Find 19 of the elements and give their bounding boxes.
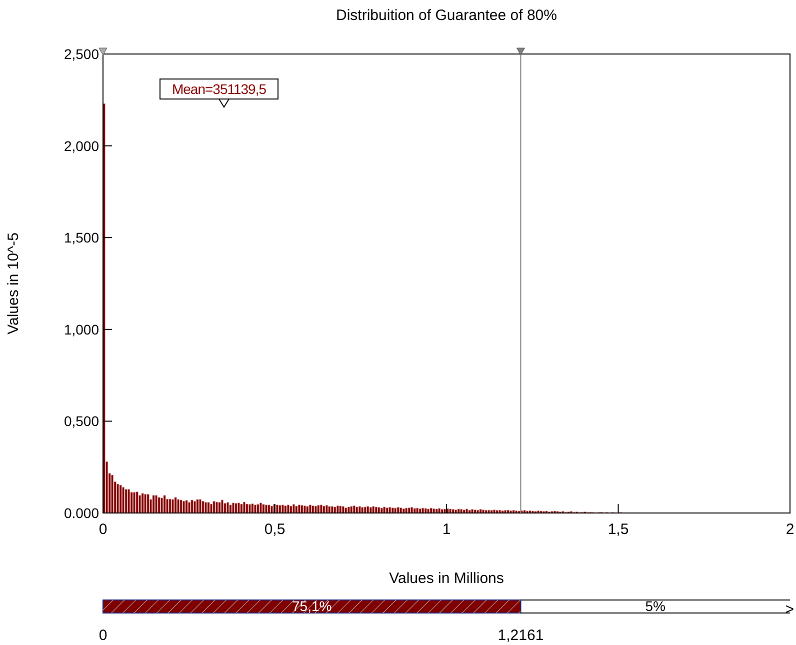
y-tick-label: 0,500 bbox=[64, 413, 100, 430]
y-tick-label: 1,500 bbox=[64, 230, 100, 246]
text: > bbox=[785, 601, 794, 618]
y-tick-label: 2,000 bbox=[64, 138, 100, 154]
y-tick-label: 0.000 bbox=[64, 505, 100, 521]
x-axis-title: Values in Millions bbox=[389, 570, 504, 587]
x-tick-label: 1 bbox=[442, 521, 451, 538]
chart-title: Distribuition of Guarantee of 80% bbox=[336, 7, 557, 24]
x-tick-label: 0 bbox=[98, 521, 108, 538]
x-tick-label: 1,5 bbox=[608, 521, 629, 538]
y-axis-title: Values in 10^-5 bbox=[5, 232, 22, 334]
x-tick-label: 0,5 bbox=[264, 521, 286, 538]
y-tick-label: 2,500 bbox=[64, 46, 100, 62]
text: 5% bbox=[645, 598, 666, 614]
y-tick-label: 1,000 bbox=[64, 321, 100, 338]
text: 1,2161 bbox=[498, 627, 544, 644]
text: 0 bbox=[98, 627, 108, 644]
annotation: Mean=351139,5 bbox=[172, 81, 267, 97]
x-tick-label: 2 bbox=[786, 521, 794, 538]
